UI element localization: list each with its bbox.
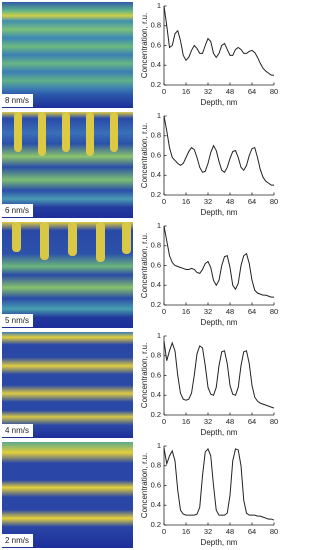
y-tick-label: 0.8 xyxy=(151,21,161,30)
y-axis-label: Concentration, r.u. xyxy=(140,123,149,188)
y-tick-label: 0.6 xyxy=(151,150,161,159)
x-tick-label: 0 xyxy=(162,307,166,316)
y-tick-label: 0.4 xyxy=(151,60,161,69)
simulation-image xyxy=(2,2,133,108)
y-tick-label: 0.2 xyxy=(151,190,161,199)
y-tick-label: 0.8 xyxy=(151,131,161,140)
x-tick-label: 0 xyxy=(162,87,166,96)
y-tick-label: 0.2 xyxy=(151,410,161,419)
x-tick-label: 32 xyxy=(204,197,212,206)
speed-label: 6 nm/s xyxy=(5,206,29,215)
x-tick-label: 80 xyxy=(270,197,278,206)
y-tick-label: 1 xyxy=(157,1,161,10)
x-tick-label: 80 xyxy=(270,527,278,536)
y-tick-label: 0.2 xyxy=(151,300,161,309)
data-line xyxy=(163,225,274,298)
y-tick-label: 0.4 xyxy=(151,170,161,179)
x-axis-label: Depth, nm xyxy=(201,208,238,217)
x-tick-label: 48 xyxy=(226,197,234,206)
x-tick-label: 80 xyxy=(270,87,278,96)
x-tick-label: 64 xyxy=(248,87,256,96)
y-tick-label: 1 xyxy=(157,111,161,120)
label-box xyxy=(2,204,34,217)
simulation-image xyxy=(2,222,133,328)
x-axis-label: Depth, nm xyxy=(201,428,238,437)
x-tick-label: 0 xyxy=(162,527,166,536)
x-axis-label: Depth, nm xyxy=(201,98,238,107)
y-tick-label: 1 xyxy=(157,221,161,230)
y-tick-label: 0.6 xyxy=(151,480,161,489)
x-tick-label: 48 xyxy=(226,87,234,96)
simulation-images xyxy=(2,2,133,548)
x-tick-label: 64 xyxy=(248,527,256,536)
data-line xyxy=(163,5,274,76)
label-box xyxy=(2,314,34,327)
y-tick-label: 0.8 xyxy=(151,241,161,250)
figure: 8 nm/s 0.2 0.4 0.6 0.8 1 0 16 32 48 64 80 Depth, nm C… xyxy=(2,1,278,548)
x-tick-label: 64 xyxy=(248,197,256,206)
y-tick-label: 0.2 xyxy=(151,80,161,89)
x-tick-label: 16 xyxy=(182,87,190,96)
y-tick-label: 0.6 xyxy=(151,40,161,49)
data-line xyxy=(163,115,274,186)
y-tick-label: 0.6 xyxy=(151,260,161,269)
y-axis-label: Concentration, r.u. xyxy=(140,233,149,298)
x-tick-label: 48 xyxy=(226,307,234,316)
y-tick-label: 0.4 xyxy=(151,280,161,289)
pillars xyxy=(14,112,118,156)
x-tick-label: 32 xyxy=(204,87,212,96)
y-tick-label: 0.6 xyxy=(151,370,161,379)
x-tick-label: 48 xyxy=(226,417,234,426)
x-tick-label: 48 xyxy=(226,527,234,536)
x-tick-label: 16 xyxy=(182,307,190,316)
simulation-image xyxy=(2,332,133,438)
speed-label: 4 nm/s xyxy=(5,426,29,435)
y-tick-label: 0.4 xyxy=(151,390,161,399)
data-line xyxy=(163,340,275,409)
y-tick-label: 0.8 xyxy=(151,351,161,360)
y-tick-label: 0.2 xyxy=(151,520,161,529)
x-tick-label: 64 xyxy=(248,417,256,426)
speed-label: 8 nm/s xyxy=(5,96,29,105)
label-box xyxy=(2,534,34,547)
speed-label: 2 nm/s xyxy=(5,536,29,545)
y-tick-label: 0.4 xyxy=(151,500,161,509)
x-tick-label: 32 xyxy=(204,307,212,316)
x-tick-label: 16 xyxy=(182,417,190,426)
x-axis-label: Depth, nm xyxy=(201,538,238,547)
x-tick-label: 32 xyxy=(204,527,212,536)
x-tick-label: 80 xyxy=(270,417,278,426)
pillars xyxy=(12,222,131,262)
speed-label: 5 nm/s xyxy=(5,316,29,325)
y-axis-label: Concentration, r.u. xyxy=(140,453,149,518)
y-tick-label: 1 xyxy=(157,441,161,450)
x-tick-label: 0 xyxy=(162,417,166,426)
x-tick-label: 80 xyxy=(270,307,278,316)
x-tick-label: 16 xyxy=(182,527,190,536)
simulation-image xyxy=(2,442,133,548)
y-axis-label: Concentration, r.u. xyxy=(140,343,149,408)
y-tick-label: 0.8 xyxy=(151,461,161,470)
data-line xyxy=(163,447,275,521)
label-box xyxy=(2,94,34,107)
x-tick-label: 64 xyxy=(248,307,256,316)
y-axis-label: Concentration, r.u. xyxy=(140,13,149,78)
label-box xyxy=(2,424,34,437)
x-tick-label: 16 xyxy=(182,197,190,206)
x-tick-label: 0 xyxy=(162,197,166,206)
y-tick-label: 1 xyxy=(157,331,161,340)
x-tick-label: 32 xyxy=(204,417,212,426)
x-axis-label: Depth, nm xyxy=(201,318,238,327)
